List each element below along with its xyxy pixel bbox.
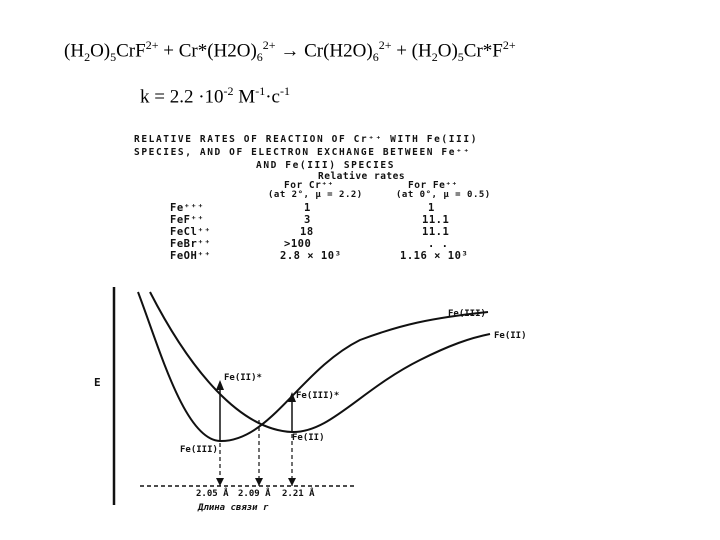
y-axis-label: E: [94, 376, 101, 389]
legend-fe-ii: Fe(II): [494, 331, 527, 341]
tick-arrow-icon: [216, 478, 224, 486]
annotation-fe-ii-min: Fe(II): [292, 433, 325, 443]
tick-label: 2.09 Å: [238, 488, 271, 499]
x-axis-label: Длина связи r: [197, 503, 269, 513]
table-col2-cond: (at 0°, μ = 0.5): [396, 190, 491, 200]
table-row-fe: 11.1: [422, 226, 450, 238]
annotation-fe-iii-min: Fe(III): [180, 445, 218, 455]
table-row-fe: 11.1: [422, 214, 450, 226]
table-row-species: FeF⁺⁺: [170, 214, 205, 226]
table-row-fe: 1: [428, 202, 435, 214]
table-col1-cond: (at 2°, μ = 2.2): [268, 190, 363, 200]
annotation-fe-ii-star: Fe(II)*: [224, 373, 262, 383]
tick-label: 2.21 Å: [282, 488, 315, 499]
table-col1-head: For Cr⁺⁺: [284, 180, 334, 191]
table-row-cr: 1: [304, 202, 311, 214]
curve-fe-iii: [137, 291, 489, 443]
legend-fe-iii: Fe(III): [448, 309, 486, 319]
table-row-fe: 1.16 × 10³: [400, 250, 469, 262]
tick-arrow-icon: [288, 478, 296, 486]
annotation-fe-iii-star: Fe(III)*: [296, 391, 339, 401]
table-row-cr: 2.8 × 10³: [280, 250, 342, 262]
table-caption-line-1: RELATIVE RATES OF REACTION OF Cr⁺⁺ WITH …: [134, 134, 479, 145]
arrow-head-up-icon: [216, 380, 224, 390]
table-caption-line-3: AND Fe(III) SPECIES: [256, 160, 396, 171]
tick-label: 2.05 Å: [196, 488, 229, 499]
reaction-equation: (H2O)5CrF2+ + Cr*(H2O)62+ → Cr(H2O)62+ +…: [64, 38, 516, 65]
arrow-head-up-icon: [288, 392, 296, 402]
table-row-species: FeOH⁺⁺: [170, 250, 211, 262]
table-col2-head: For Fe⁺⁺: [408, 180, 458, 191]
table-row-species: FeCl⁺⁺: [170, 226, 211, 238]
table-row-cr: 18: [300, 226, 314, 238]
table-row-species: Fe⁺⁺⁺: [170, 202, 205, 214]
table-row-cr: 3: [304, 214, 311, 226]
table-caption-line-2: SPECIES, AND OF ELECTRON EXCHANGE BETWEE…: [134, 147, 471, 158]
table-row-species: FeBr⁺⁺: [170, 238, 211, 250]
table-row-cr: >100: [284, 238, 312, 250]
table-row-fe: . .: [428, 238, 449, 250]
tick-arrow-icon: [255, 478, 263, 486]
curve-fe-ii: [149, 291, 491, 434]
rate-constant: k = 2.2 ·10-2 M-1·c-1: [140, 84, 290, 108]
table-header-group: Relative rates: [318, 171, 406, 182]
